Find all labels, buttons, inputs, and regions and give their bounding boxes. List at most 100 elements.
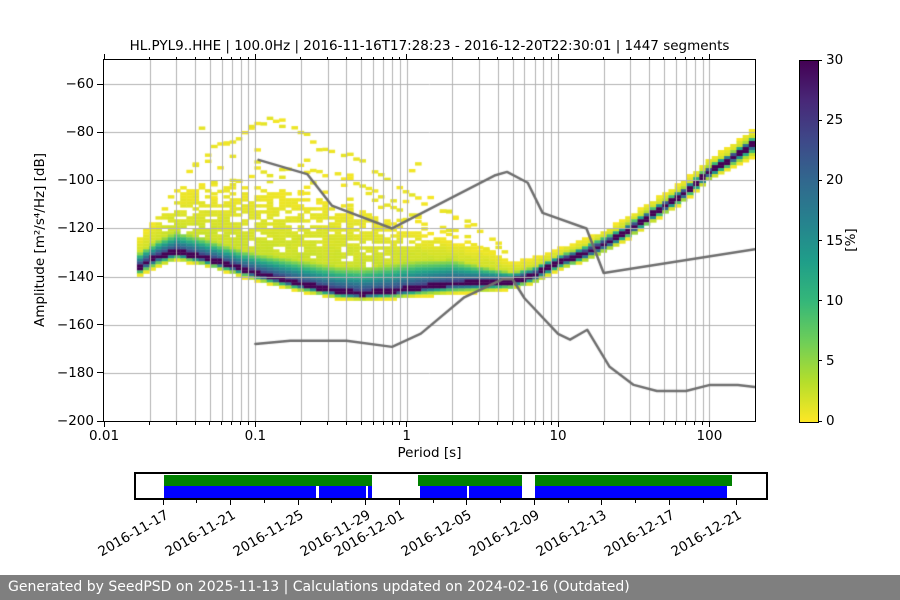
x-minor-tick-top <box>175 56 177 60</box>
x-minor-tick <box>345 421 347 425</box>
x-minor-tick-top <box>345 56 347 60</box>
date-tick <box>668 500 670 505</box>
x-minor-tick <box>694 421 696 425</box>
x-tick <box>708 421 710 427</box>
date-minor-tick <box>567 500 569 503</box>
chart-title: HL.PYL9..HHE | 100.0Hz | 2016-11-16T17:2… <box>129 38 730 54</box>
x-minor-tick-top <box>391 56 393 60</box>
x-minor-tick <box>550 421 552 425</box>
y-tick-label: −120 <box>56 220 94 237</box>
x-minor-tick-top <box>550 56 552 60</box>
x-minor-tick-top <box>327 56 329 60</box>
x-tick <box>103 421 105 427</box>
colorbar-tick <box>818 179 822 181</box>
date-minor-tick <box>702 500 704 503</box>
y-tick <box>97 276 104 278</box>
y-tick-label: −140 <box>56 268 94 285</box>
footer-bar: Generated by SeedPSD on 2025-11-13 | Cal… <box>0 575 900 600</box>
x-minor-tick <box>360 421 362 425</box>
x-minor-tick-top <box>542 56 544 60</box>
x-minor-tick-top <box>194 56 196 60</box>
x-minor-tick <box>512 421 513 425</box>
x-minor-tick <box>175 421 177 425</box>
y-tick-label: −60 <box>65 76 95 93</box>
x-tick-label: 1 <box>402 428 411 444</box>
x-tick <box>557 421 559 427</box>
date-tick-label-text: 2016-12-17 <box>601 507 678 561</box>
x-tick-label: 100 <box>696 428 723 444</box>
y-tick <box>97 131 104 133</box>
date-minor-tick <box>196 500 198 503</box>
y-tick-label: −200 <box>56 413 94 429</box>
x-minor-tick <box>300 421 302 425</box>
x-minor-tick-top <box>675 56 677 60</box>
y-tick <box>97 420 104 422</box>
colorbar-tick-label: 0 <box>826 413 835 429</box>
x-minor-tick <box>399 421 401 425</box>
x-minor-tick-top <box>694 56 696 60</box>
y-tick-label: −160 <box>56 316 94 333</box>
x-minor-tick-top <box>629 56 631 60</box>
colorbar-tick-label: 20 <box>826 172 844 189</box>
x-minor-tick <box>391 421 393 425</box>
colorbar-tick <box>818 240 822 241</box>
colorbar-tick <box>818 300 822 302</box>
y-tick <box>97 83 104 85</box>
x-tick <box>406 421 408 427</box>
y-tick <box>97 372 104 374</box>
x-minor-tick-top <box>478 56 480 60</box>
x-minor-tick-top <box>702 56 703 60</box>
x-minor-tick-top <box>685 56 687 60</box>
coverage-timeline <box>134 472 768 500</box>
x-minor-tick <box>523 421 525 425</box>
x-minor-tick <box>629 421 631 425</box>
x-tick <box>254 421 256 427</box>
date-minor-tick <box>331 500 333 503</box>
x-minor-tick-top <box>372 56 374 60</box>
date-tick <box>230 500 232 505</box>
x-minor-tick-top <box>231 56 233 60</box>
x-minor-tick <box>451 421 453 425</box>
coverage-green-segment <box>163 475 373 486</box>
x-tick-label: 0.1 <box>244 428 267 444</box>
x-minor-tick <box>231 421 233 425</box>
footer-text: Generated by SeedPSD on 2025-11-13 | Cal… <box>8 579 630 595</box>
coverage-blue-segment <box>420 486 467 498</box>
coverage-blue-segment <box>318 486 366 498</box>
coverage-blue-segment <box>368 486 373 498</box>
x-minor-tick <box>675 421 677 425</box>
x-minor-tick <box>194 421 196 425</box>
x-tick-top <box>254 54 256 60</box>
y-tick-label: −80 <box>65 124 95 141</box>
date-tick-label-text: 2016-12-09 <box>466 507 543 561</box>
x-minor-tick <box>327 421 329 425</box>
date-tick <box>736 500 738 505</box>
y-tick <box>97 227 104 229</box>
x-minor-tick <box>372 421 374 425</box>
date-tick-label-text: 2016-12-05 <box>398 507 475 561</box>
coverage-blue-segment <box>534 486 727 498</box>
x-minor-tick <box>685 421 687 425</box>
y-tick <box>97 324 104 326</box>
x-minor-tick-top <box>648 56 650 60</box>
date-tick <box>533 500 535 505</box>
x-minor-tick-top <box>603 56 605 60</box>
colorbar-tick <box>818 119 822 121</box>
x-minor-tick-top <box>523 56 525 60</box>
date-tick <box>601 500 603 505</box>
x-tick-top <box>406 54 408 60</box>
date-tick <box>365 500 367 505</box>
date-tick <box>297 500 299 505</box>
x-minor-tick <box>478 421 480 425</box>
x-minor-tick-top <box>300 56 302 60</box>
x-minor-tick <box>209 421 211 425</box>
colorbar-tick-label: 5 <box>826 352 835 369</box>
date-tick-label-text: 2016-12-13 <box>533 507 610 561</box>
x-minor-tick-top <box>512 56 513 60</box>
x-minor-tick-top <box>534 56 536 60</box>
date-tick-label-text: 2016-11-21 <box>162 507 239 561</box>
date-minor-tick <box>432 500 434 503</box>
date-tick <box>162 500 164 505</box>
x-axis-label: Period [s] <box>397 445 462 461</box>
